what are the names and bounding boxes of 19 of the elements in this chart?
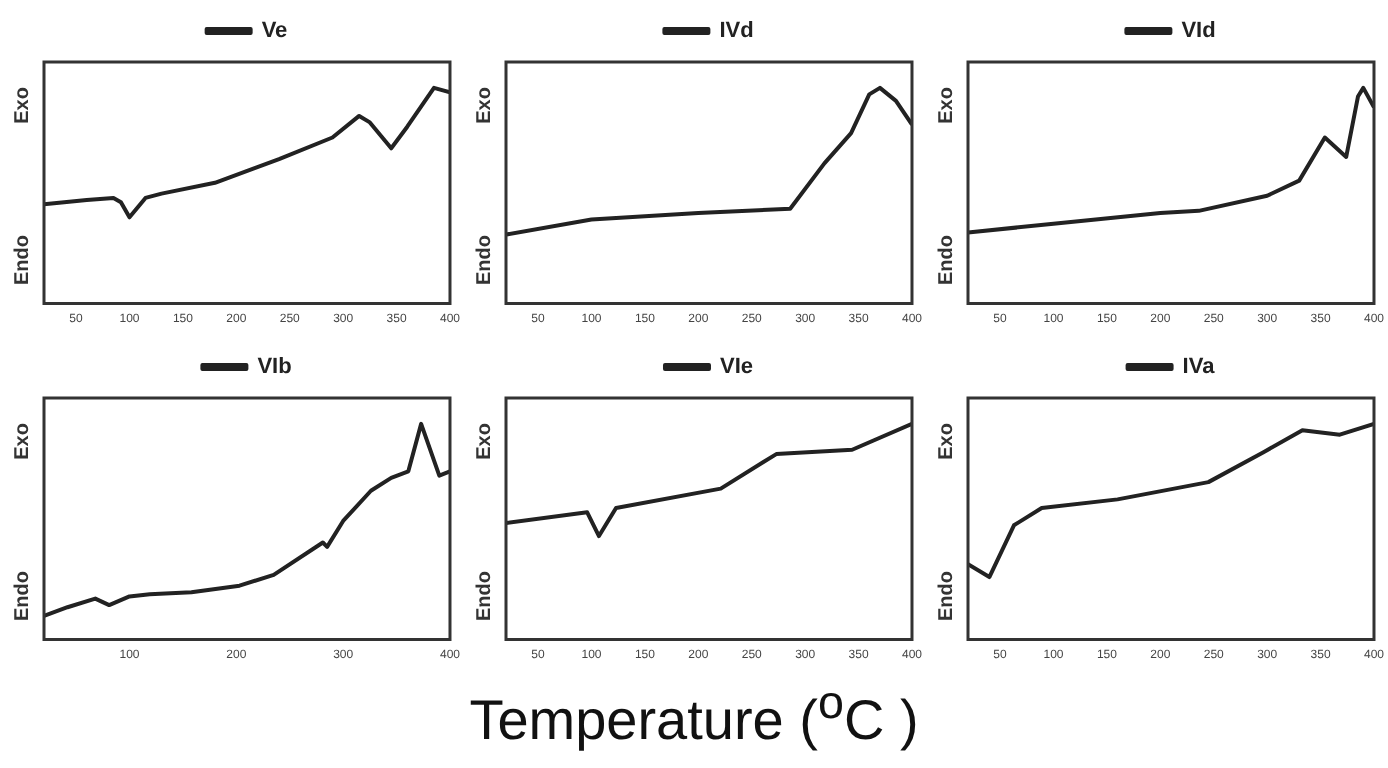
text: Exo bbox=[473, 87, 496, 124]
text: Exo bbox=[935, 87, 958, 124]
text: Endo bbox=[473, 571, 496, 622]
text: Exo bbox=[11, 87, 34, 124]
text: Endo bbox=[935, 571, 958, 622]
text: Endo bbox=[11, 571, 34, 622]
text: Endo bbox=[935, 235, 958, 286]
text: Endo bbox=[473, 235, 496, 286]
legend-label: VIe bbox=[719, 355, 754, 380]
legend-label: IVa bbox=[1182, 355, 1217, 380]
text: Exo bbox=[935, 423, 958, 460]
legend-label: Ve bbox=[261, 19, 288, 44]
legend-label: IVd bbox=[719, 19, 754, 44]
legend-label: VIb bbox=[257, 355, 293, 380]
text: Exo bbox=[473, 423, 496, 460]
text: Endo bbox=[11, 235, 34, 286]
legend-label: VId bbox=[1181, 19, 1216, 44]
x-axis-title: Temperature ($^{o}$C ) bbox=[467, 676, 921, 753]
text: Exo bbox=[11, 423, 34, 460]
